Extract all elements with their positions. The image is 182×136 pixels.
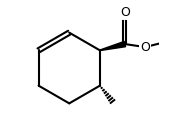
Polygon shape xyxy=(100,41,126,51)
Text: O: O xyxy=(120,6,130,19)
Text: O: O xyxy=(140,41,150,54)
